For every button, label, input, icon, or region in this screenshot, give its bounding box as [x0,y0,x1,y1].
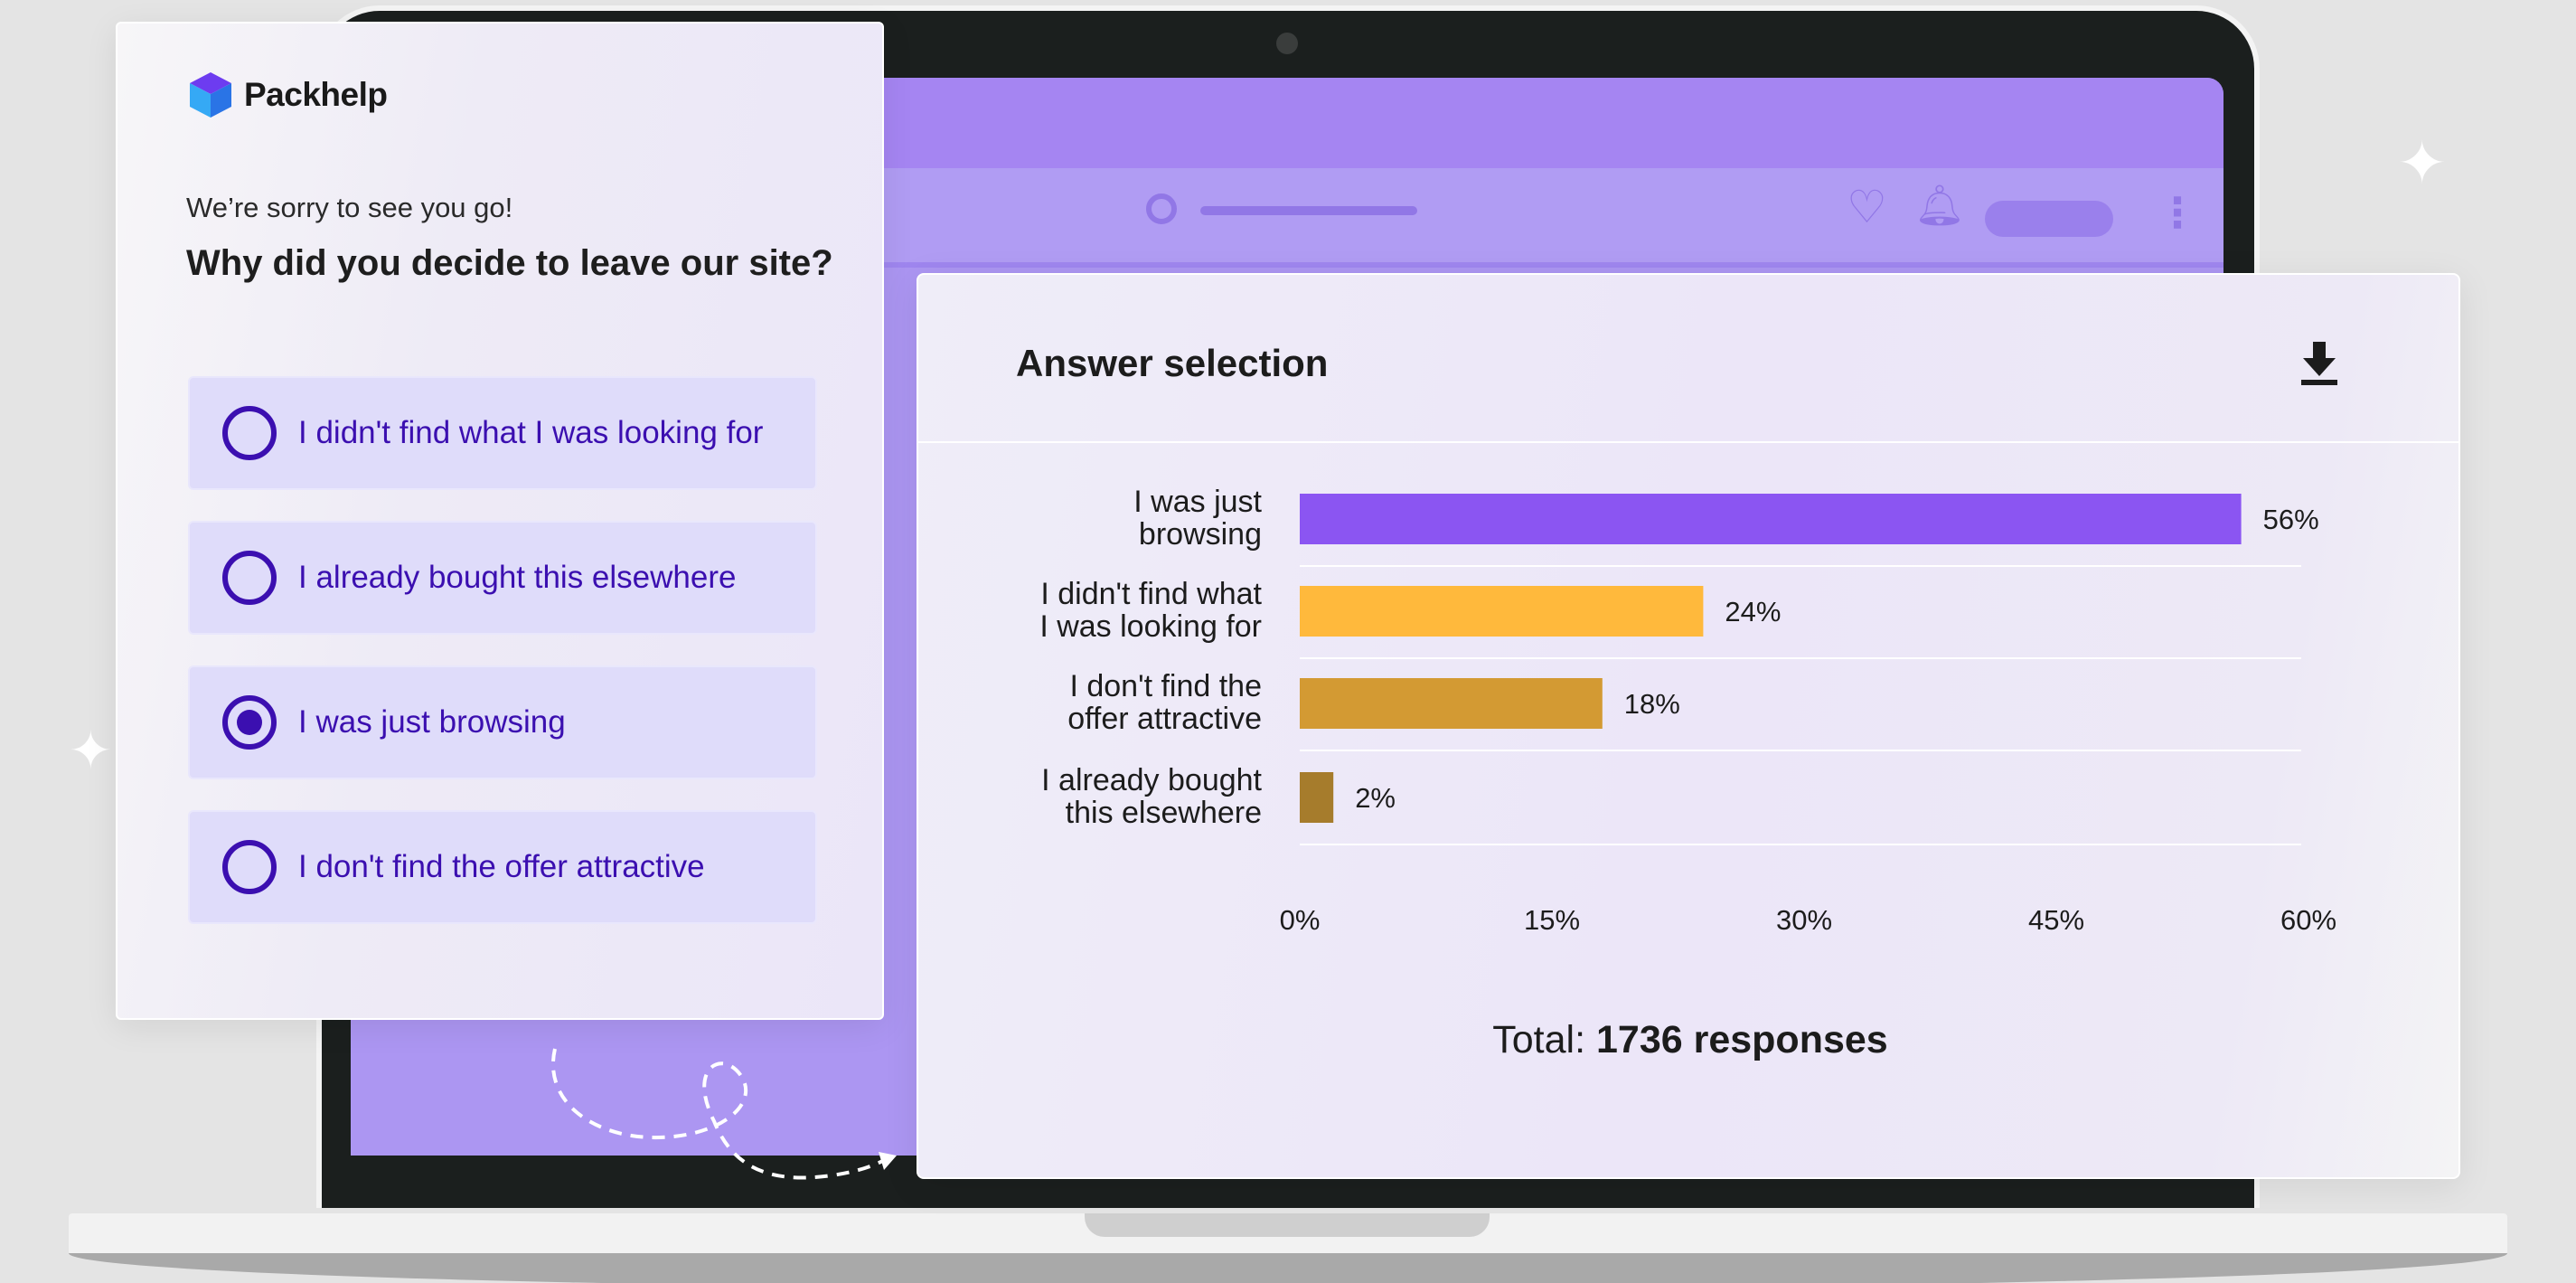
category-label: I already bought [1041,763,1262,797]
packhelp-logo-icon [190,72,231,118]
kebab-menu-icon: ⋮ [2157,189,2198,236]
bar [1300,772,1334,823]
option-label: I already bought this elsewhere [298,560,737,595]
bar-value-label: 24% [1725,596,1781,627]
bar [1300,678,1603,729]
x-tick-label: 60% [2280,904,2336,936]
bar-value-label: 18% [1624,688,1680,720]
category-label: I don't find the [1069,669,1262,703]
category-label: I was looking for [1039,609,1262,644]
total-prefix: Total: [1492,1018,1586,1061]
heart-icon: ♡ [1847,182,1887,232]
option-label: I was just browsing [298,704,566,740]
brand-name: Packhelp [244,76,388,113]
radio-button[interactable] [222,840,277,894]
x-tick-label: 45% [2028,904,2084,936]
radio-button-selected[interactable] [222,695,277,750]
category-label: this elsewhere [1066,796,1262,830]
category-label: browsing [1139,517,1262,552]
sparkle-icon: ✦ [2397,129,2448,196]
laptop-camera [1276,33,1298,54]
results-total: Total: 1736 responses [918,1018,2462,1062]
bell-icon: 🔔︎ [1914,184,1965,228]
survey-option[interactable]: I already bought this elsewhere [188,521,817,635]
brand: Packhelp [188,71,388,119]
category-label: I didn't find what [1040,577,1262,611]
survey-subtitle: We’re sorry to see you go! [186,192,513,223]
download-icon[interactable] [2299,340,2339,387]
survey-option[interactable]: I don't find the offer attractive [188,810,817,924]
survey-question: Why did you decide to leave our site? [186,243,833,283]
x-tick-label: 0% [1280,904,1321,936]
bar-value-label: 56% [2263,504,2319,535]
survey-option[interactable]: I was just browsing [188,665,817,779]
dashed-arrow-decoration [551,1048,897,1180]
option-label: I didn't find what I was looking for [298,415,764,450]
laptop-foot [69,1253,2507,1283]
bar [1300,586,1704,637]
bar-value-label: 2% [1355,782,1396,814]
category-label: offer attractive [1067,702,1262,736]
option-label: I don't find the offer attractive [298,849,705,884]
total-value: 1736 responses [1596,1018,1888,1061]
laptop-notch [1085,1213,1490,1237]
bar [1300,494,2242,544]
radio-button[interactable] [222,406,277,460]
results-divider [918,441,2458,443]
survey-option[interactable]: I didn't find what I was looking for [188,376,817,490]
sparkle-icon: ✦ [69,722,113,780]
nav-pill-placeholder [1985,201,2113,237]
x-tick-label: 30% [1776,904,1832,936]
category-label: I was just [1133,485,1262,519]
survey-card: Packhelp We’re sorry to see you go! Why … [116,22,884,1020]
results-title: Answer selection [1016,342,1329,384]
radio-button[interactable] [222,551,277,605]
results-card: Answer selection 56% I was just browsing 24… [917,273,2460,1179]
x-tick-label: 15% [1524,904,1580,936]
search-bar-placeholder [1200,206,1417,215]
search-icon [1146,193,1177,224]
